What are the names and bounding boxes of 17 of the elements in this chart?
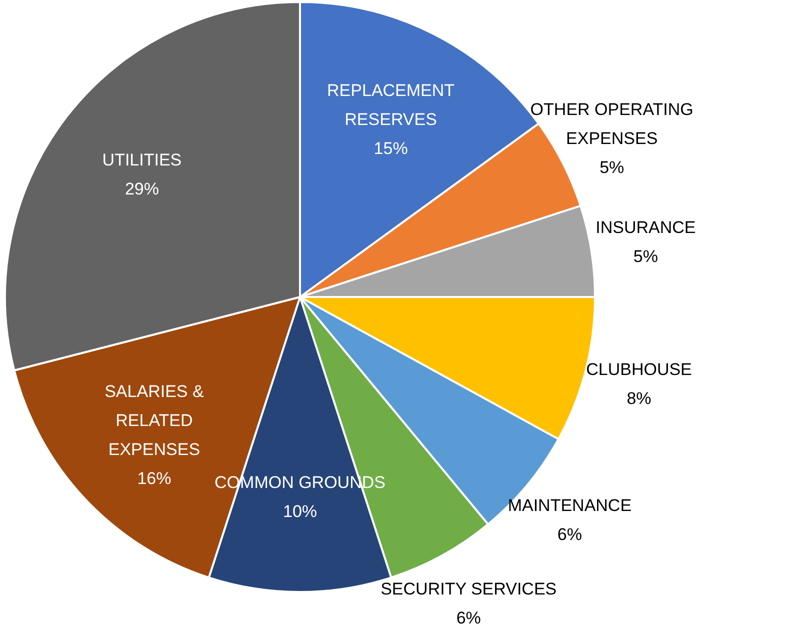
slice-label: MAINTENANCE: [508, 496, 632, 516]
slice-label: UTILITIES: [102, 150, 182, 170]
data-label: 16%: [137, 468, 172, 488]
data-label: 6%: [557, 525, 582, 544]
slice-label: REPLACEMENT RESERVES: [327, 80, 455, 129]
slice-label: CLUBHOUSE: [586, 360, 692, 380]
data-label: 6%: [456, 608, 481, 628]
slice-label: OTHER OPERATING EXPENSES: [530, 100, 694, 148]
slice-label: SALARIES & RELATED EXPENSES: [104, 382, 204, 459]
slice-label: SECURITY SERVICES: [380, 580, 557, 599]
data-label: 29%: [124, 179, 159, 198]
data-label: 5%: [600, 158, 624, 178]
data-label: 10%: [282, 502, 318, 521]
data-label: 15%: [374, 138, 408, 158]
data-label: 5%: [633, 247, 658, 266]
data-label: 8%: [626, 389, 652, 408]
slice-label: INSURANCE: [596, 218, 696, 238]
